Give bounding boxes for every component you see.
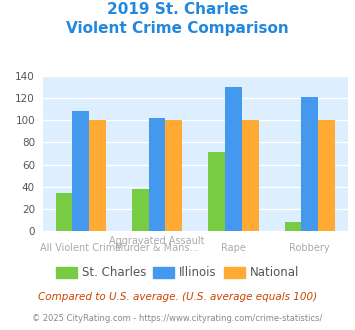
Bar: [89, 120, 106, 231]
Bar: [318, 120, 335, 231]
Text: © 2025 CityRating.com - https://www.cityrating.com/crime-statistics/: © 2025 CityRating.com - https://www.city…: [32, 314, 323, 323]
Bar: [285, 222, 301, 231]
Bar: [149, 118, 165, 231]
Legend: St. Charles, Illinois, National: St. Charles, Illinois, National: [51, 262, 304, 284]
Text: Murder & Mans...: Murder & Mans...: [115, 243, 199, 252]
Bar: [242, 120, 258, 231]
Bar: [72, 111, 89, 231]
Text: Rape: Rape: [221, 243, 246, 252]
Bar: [132, 189, 149, 231]
Text: Robbery: Robbery: [289, 243, 330, 252]
Text: Compared to U.S. average. (U.S. average equals 100): Compared to U.S. average. (U.S. average …: [38, 292, 317, 302]
Bar: [225, 87, 242, 231]
Text: 2019 St. Charles: 2019 St. Charles: [107, 2, 248, 16]
Text: All Violent Crime: All Violent Crime: [40, 243, 121, 252]
Bar: [301, 97, 318, 231]
Text: Aggravated Assault: Aggravated Assault: [109, 236, 205, 246]
Text: Violent Crime Comparison: Violent Crime Comparison: [66, 21, 289, 36]
Bar: [208, 152, 225, 231]
Bar: [56, 193, 72, 231]
Bar: [165, 120, 182, 231]
